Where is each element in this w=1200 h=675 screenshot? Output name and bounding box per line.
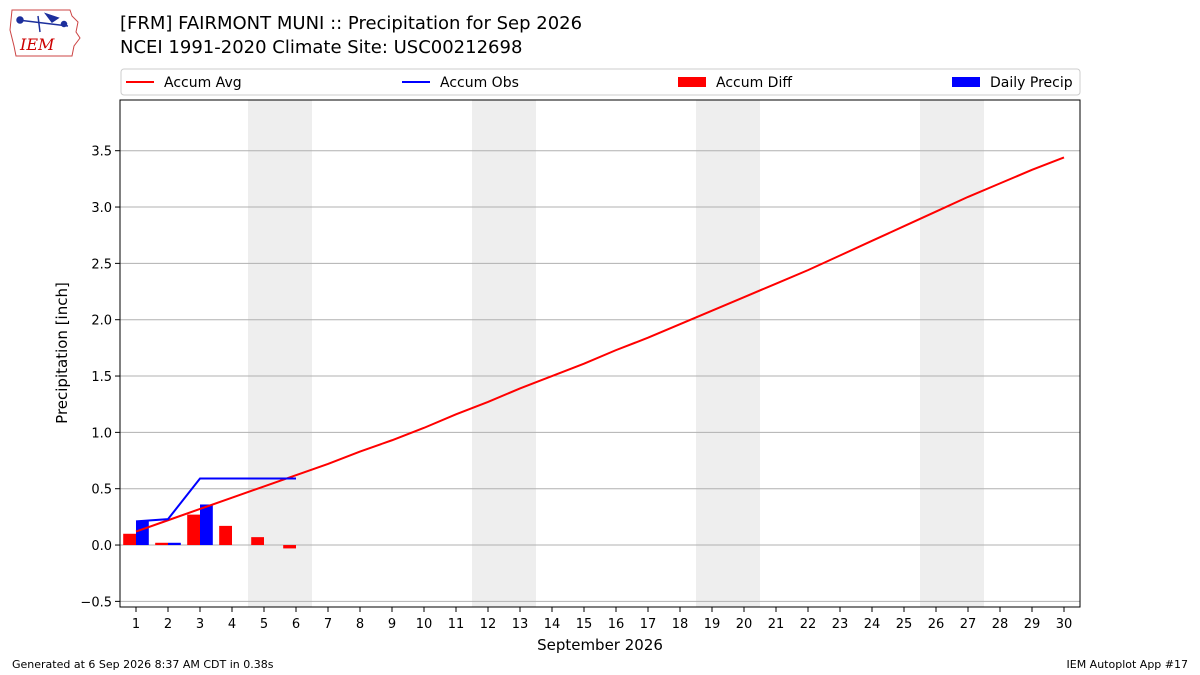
weekend-band <box>472 100 536 607</box>
x-tick-label: 2 <box>164 617 172 632</box>
x-tick-label: 15 <box>576 617 593 632</box>
x-tick-label: 29 <box>1024 617 1041 632</box>
accum-avg-line <box>135 156 1065 533</box>
x-tick-label: 12 <box>480 617 497 632</box>
y-tick-label: 0.5 <box>91 483 112 498</box>
x-tick-label: 13 <box>512 617 529 632</box>
accum-diff-bar <box>219 525 232 546</box>
x-tick-label: 27 <box>960 617 977 632</box>
chart-title: [FRM] FAIRMONT MUNI :: Precipitation for… <box>120 13 583 34</box>
y-tick-label: −0.5 <box>80 595 112 610</box>
plot-area-frame <box>119 99 1081 608</box>
x-tick-label: 14 <box>544 617 561 632</box>
weekend-band <box>248 100 312 607</box>
x-tick-label: 16 <box>608 617 625 632</box>
x-tick-label: 22 <box>800 617 817 632</box>
daily-precip-bar <box>168 542 181 546</box>
x-tick-label: 9 <box>388 617 396 632</box>
legend-swatch-bar <box>678 77 706 87</box>
x-tick-label: 8 <box>356 617 364 632</box>
x-tick-label: 26 <box>928 617 945 632</box>
y-axis-label: Precipitation [inch] <box>53 282 71 424</box>
weekend-band <box>696 100 760 607</box>
x-tick-label: 21 <box>768 617 785 632</box>
generated-timestamp: Generated at 6 Sep 2026 8:37 AM CDT in 0… <box>12 658 274 671</box>
weekend-band <box>920 100 984 607</box>
x-tick-label: 25 <box>896 617 913 632</box>
x-tick-label: 4 <box>228 617 236 632</box>
legend-swatch-bar <box>952 77 980 87</box>
x-tick-label: 11 <box>448 617 465 632</box>
x-tick-label: 17 <box>640 617 657 632</box>
daily-precip-bar <box>200 504 213 546</box>
legend-frame <box>120 68 1081 96</box>
x-tick-label: 1 <box>132 617 140 632</box>
x-tick-label: 28 <box>992 617 1009 632</box>
legend-label: Accum Obs <box>440 75 519 91</box>
legend-label: Daily Precip <box>990 75 1073 91</box>
x-tick-label: 19 <box>704 617 721 632</box>
x-tick-label: 20 <box>736 617 753 632</box>
daily-precip-bar <box>136 521 149 546</box>
x-tick-label: 30 <box>1056 617 1073 632</box>
x-tick-label: 6 <box>292 617 300 632</box>
y-tick-label: 1.0 <box>91 426 112 441</box>
legend: Accum Avg Accum Obs Accum Diff Daily Precip <box>120 68 1081 96</box>
iowa-state-outline-icon <box>9 9 81 57</box>
x-tick-label: 7 <box>324 617 332 632</box>
y-tick-label: 3.0 <box>91 201 112 216</box>
legend-label: Accum Diff <box>716 75 792 91</box>
logo-text: IEM <box>19 35 55 54</box>
accum-diff-bar <box>251 537 264 546</box>
x-tick-label: 18 <box>672 617 689 632</box>
x-tick-label: 24 <box>864 617 881 632</box>
iem-logo: IEM <box>9 9 81 57</box>
y-tick-label: 2.5 <box>91 257 112 272</box>
accum-diff-bar <box>123 533 136 546</box>
y-tick-label: 0.0 <box>91 539 112 554</box>
accum-diff-bar <box>155 542 168 546</box>
chart-subtitle: NCEI 1991-2020 Climate Site: USC00212698 <box>120 37 523 58</box>
app-label: IEM Autoplot App #17 <box>1066 658 1189 671</box>
y-tick-label: 3.5 <box>91 145 112 160</box>
x-tick-label: 23 <box>832 617 849 632</box>
x-tick-label: 5 <box>260 617 268 632</box>
accum-diff-bar <box>283 545 296 549</box>
x-tick-label: 10 <box>416 617 433 632</box>
x-tick-label: 3 <box>196 617 204 632</box>
accum-obs-line <box>135 477 296 523</box>
accum-diff-bar <box>187 514 200 546</box>
legend-label: Accum Avg <box>164 75 242 91</box>
y-tick-label: 2.0 <box>91 314 112 329</box>
x-axis-label: September 2026 <box>537 636 663 654</box>
y-tick-label: 1.5 <box>91 370 112 385</box>
weather-station-icon <box>16 12 69 33</box>
